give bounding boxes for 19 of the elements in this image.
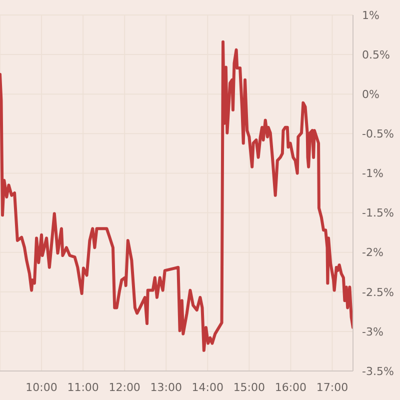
x-tick-label: 12:00 <box>108 380 140 394</box>
y-tick-label: -2% <box>362 246 384 260</box>
x-tick-label: 14:00 <box>192 380 224 394</box>
y-tick-label: -1% <box>362 167 384 180</box>
x-tick-label: 15:00 <box>233 380 266 394</box>
y-tick-label: 0% <box>362 88 380 102</box>
y-tick-label: -0.5% <box>362 128 394 141</box>
x-tick-label: 13:00 <box>150 380 182 394</box>
y-tick-label: -3% <box>362 325 384 338</box>
y-tick-label: 0.5% <box>362 48 390 62</box>
y-tick-label: -3.5% <box>362 364 394 378</box>
x-tick-label: 16:00 <box>274 380 307 394</box>
y-tick-label: -2.5% <box>362 286 394 299</box>
x-tick-label: 11:00 <box>67 380 99 394</box>
y-tick-label: 1% <box>362 8 380 22</box>
x-tick-label: 17:00 <box>316 380 348 394</box>
line-series <box>0 40 353 352</box>
y-tick-label: -1.5% <box>362 206 394 220</box>
x-tick-label: 10:00 <box>26 380 58 394</box>
